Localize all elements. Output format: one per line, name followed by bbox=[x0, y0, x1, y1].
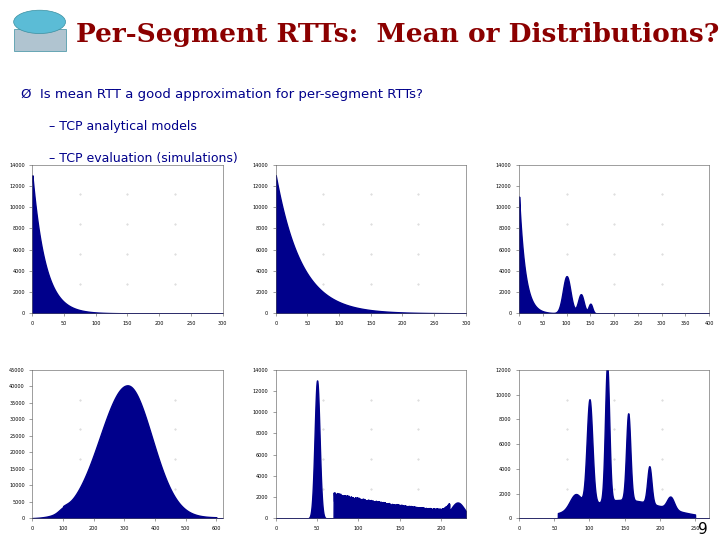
Text: – TCP analytical models: – TCP analytical models bbox=[49, 120, 197, 133]
Ellipse shape bbox=[14, 10, 66, 33]
Bar bbox=[14, 29, 66, 51]
Text: Per-Segment RTTs:  Mean or Distributions?: Per-Segment RTTs: Mean or Distributions? bbox=[76, 23, 719, 48]
Text: 9: 9 bbox=[698, 522, 708, 537]
Text: Ø  Is mean RTT a good approximation for per-segment RTTs?: Ø Is mean RTT a good approximation for p… bbox=[22, 89, 423, 102]
Text: – TCP evaluation (simulations): – TCP evaluation (simulations) bbox=[49, 152, 238, 165]
